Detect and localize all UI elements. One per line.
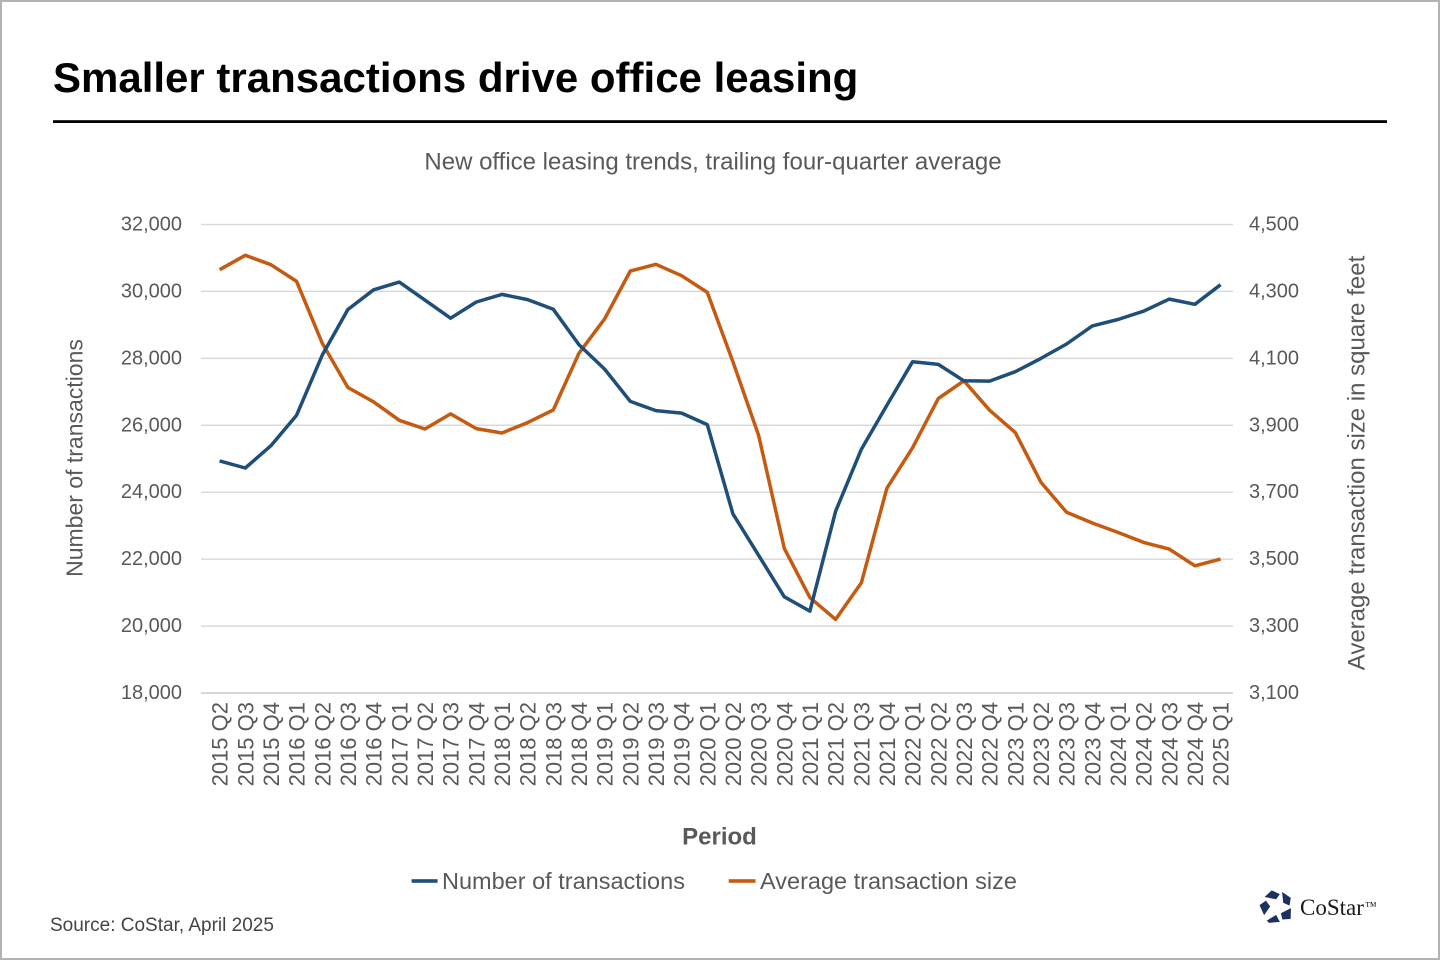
svg-text:30,000: 30,000 bbox=[121, 280, 182, 302]
svg-text:2017 Q2: 2017 Q2 bbox=[413, 702, 438, 786]
svg-text:3,100: 3,100 bbox=[1249, 682, 1299, 704]
svg-text:Average transaction size in sq: Average transaction size in square feet bbox=[1344, 255, 1371, 670]
svg-text:4,500: 4,500 bbox=[1249, 214, 1299, 236]
svg-text:2023 Q4: 2023 Q4 bbox=[1080, 702, 1105, 786]
svg-text:4,300: 4,300 bbox=[1249, 280, 1299, 302]
svg-text:2024 Q2: 2024 Q2 bbox=[1132, 702, 1157, 786]
svg-text:2016 Q3: 2016 Q3 bbox=[336, 702, 361, 786]
svg-text:2018 Q2: 2018 Q2 bbox=[516, 702, 541, 786]
svg-text:20,000: 20,000 bbox=[121, 615, 182, 637]
svg-text:Period: Period bbox=[682, 824, 757, 851]
svg-text:New office leasing trends, tra: New office leasing trends, trailing four… bbox=[424, 149, 1001, 176]
svg-text:24,000: 24,000 bbox=[121, 481, 182, 503]
svg-text:2024 Q4: 2024 Q4 bbox=[1183, 702, 1208, 786]
svg-text:2021 Q4: 2021 Q4 bbox=[875, 702, 900, 786]
svg-text:2017 Q1: 2017 Q1 bbox=[387, 702, 412, 786]
svg-text:2020 Q3: 2020 Q3 bbox=[747, 702, 772, 786]
svg-text:2020 Q4: 2020 Q4 bbox=[772, 702, 797, 786]
svg-text:2024 Q1: 2024 Q1 bbox=[1106, 702, 1131, 786]
svg-text:2022 Q2: 2022 Q2 bbox=[926, 702, 951, 786]
svg-text:2025 Q1: 2025 Q1 bbox=[1209, 702, 1234, 786]
svg-text:26,000: 26,000 bbox=[121, 414, 182, 436]
svg-text:2015 Q2: 2015 Q2 bbox=[208, 702, 233, 786]
svg-text:2022 Q4: 2022 Q4 bbox=[978, 702, 1003, 786]
svg-text:2017 Q4: 2017 Q4 bbox=[464, 702, 489, 786]
svg-text:3,700: 3,700 bbox=[1249, 481, 1299, 503]
svg-text:Smaller transactions drive off: Smaller transactions drive office leasin… bbox=[53, 54, 858, 101]
svg-text:3,500: 3,500 bbox=[1249, 548, 1299, 570]
svg-text:2018 Q3: 2018 Q3 bbox=[541, 702, 566, 786]
svg-text:2016 Q4: 2016 Q4 bbox=[362, 702, 387, 786]
svg-text:2022 Q3: 2022 Q3 bbox=[952, 702, 977, 786]
svg-text:2023 Q2: 2023 Q2 bbox=[1029, 702, 1054, 786]
svg-text:18,000: 18,000 bbox=[121, 682, 182, 704]
svg-text:Number of transactions: Number of transactions bbox=[62, 339, 88, 577]
svg-text:2016 Q1: 2016 Q1 bbox=[285, 702, 310, 786]
svg-text:2019 Q1: 2019 Q1 bbox=[593, 702, 618, 786]
svg-text:2021 Q2: 2021 Q2 bbox=[824, 702, 849, 786]
svg-text:2020 Q1: 2020 Q1 bbox=[695, 702, 720, 786]
svg-text:2023 Q1: 2023 Q1 bbox=[1003, 702, 1028, 786]
svg-text:2019 Q4: 2019 Q4 bbox=[670, 702, 695, 786]
svg-text:2022 Q1: 2022 Q1 bbox=[901, 702, 926, 786]
svg-text:2021 Q1: 2021 Q1 bbox=[798, 702, 823, 786]
svg-text:2020 Q2: 2020 Q2 bbox=[721, 702, 746, 786]
svg-text:Source: CoStar, April 2025: Source: CoStar, April 2025 bbox=[50, 915, 274, 936]
svg-text:2018 Q4: 2018 Q4 bbox=[567, 702, 592, 786]
svg-text:Number of transactions: Number of transactions bbox=[442, 868, 685, 894]
svg-text:2018 Q1: 2018 Q1 bbox=[490, 702, 515, 786]
svg-text:28,000: 28,000 bbox=[121, 347, 182, 369]
svg-text:32,000: 32,000 bbox=[121, 214, 182, 236]
svg-text:2024 Q3: 2024 Q3 bbox=[1157, 702, 1182, 786]
svg-text:2019 Q2: 2019 Q2 bbox=[618, 702, 643, 786]
svg-text:4,100: 4,100 bbox=[1249, 347, 1299, 369]
svg-text:3,900: 3,900 bbox=[1249, 414, 1299, 436]
svg-text:2015 Q4: 2015 Q4 bbox=[259, 702, 284, 786]
svg-text:2023 Q3: 2023 Q3 bbox=[1055, 702, 1080, 786]
svg-text:2016 Q2: 2016 Q2 bbox=[310, 702, 335, 786]
svg-text:2021 Q3: 2021 Q3 bbox=[849, 702, 874, 786]
svg-text:™: ™ bbox=[1365, 899, 1377, 913]
svg-text:2019 Q3: 2019 Q3 bbox=[644, 702, 669, 786]
svg-text:3,300: 3,300 bbox=[1249, 615, 1299, 637]
svg-text:22,000: 22,000 bbox=[121, 548, 182, 570]
svg-text:CoStar: CoStar bbox=[1300, 895, 1364, 920]
svg-text:Average transaction size: Average transaction size bbox=[760, 868, 1017, 894]
svg-text:2015 Q3: 2015 Q3 bbox=[233, 702, 258, 786]
svg-text:2017 Q3: 2017 Q3 bbox=[439, 702, 464, 786]
